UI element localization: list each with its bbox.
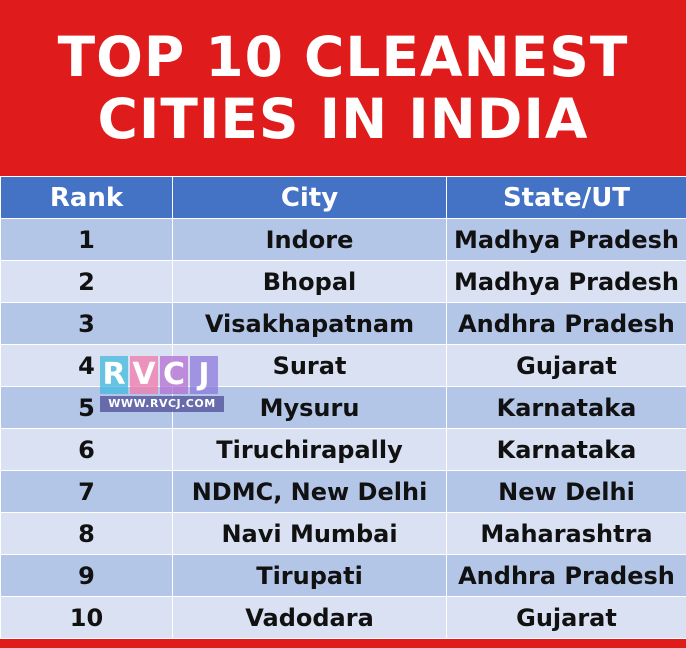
- table-row: 1 Indore Madhya Pradesh: [0, 218, 686, 261]
- table-row: 5 Mysuru Karnataka: [0, 386, 686, 429]
- title-banner: [0, 0, 686, 176]
- bottom-strip: [0, 640, 686, 648]
- city-cell: Bhopal: [172, 260, 447, 303]
- state-cell: Andhra Pradesh: [446, 302, 686, 345]
- city-cell: Indore: [172, 218, 447, 261]
- rank-cell: 8: [0, 512, 173, 555]
- table-row: 8 Navi Mumbai Maharashtra: [0, 512, 686, 555]
- city-cell: NDMC, New Delhi: [172, 470, 447, 513]
- rank-cell: 9: [0, 554, 173, 597]
- city-cell: Visakhapatnam: [172, 302, 447, 345]
- title-line-2: CITIES IN INDIA: [97, 87, 589, 151]
- rank-cell: 3: [0, 302, 173, 345]
- rank-cell: 6: [0, 428, 173, 471]
- state-cell: Karnataka: [446, 386, 686, 429]
- header-state: State/UT: [446, 176, 686, 219]
- rank-cell: 5: [0, 386, 173, 429]
- city-cell: Vadodara: [172, 596, 447, 639]
- table-row: 4 Surat Gujarat: [0, 344, 686, 387]
- header-rank: Rank: [0, 176, 173, 219]
- ranking-table: Rank City State/UT 1 Indore Madhya Prade…: [0, 176, 686, 639]
- rank-cell: 1: [0, 218, 173, 261]
- state-cell: Gujarat: [446, 596, 686, 639]
- state-cell: Maharashtra: [446, 512, 686, 555]
- table-row: 10 Vadodara Gujarat: [0, 596, 686, 639]
- rank-cell: 7: [0, 470, 173, 513]
- city-cell: Navi Mumbai: [172, 512, 447, 555]
- title-line-1: TOP 10 CLEANEST: [57, 25, 629, 89]
- rank-cell: 2: [0, 260, 173, 303]
- state-cell: Karnataka: [446, 428, 686, 471]
- state-cell: Madhya Pradesh: [446, 260, 686, 303]
- city-cell: Tirupati: [172, 554, 447, 597]
- table-row: 3 Visakhapatnam Andhra Pradesh: [0, 302, 686, 345]
- state-cell: Andhra Pradesh: [446, 554, 686, 597]
- header-city: City: [172, 176, 447, 219]
- page-title: TOP 10 CLEANEST CITIES IN INDIA: [0, 26, 686, 150]
- table-row: 9 Tirupati Andhra Pradesh: [0, 554, 686, 597]
- table-row: 2 Bhopal Madhya Pradesh: [0, 260, 686, 303]
- rank-cell: 4: [0, 344, 173, 387]
- city-cell: Surat: [172, 344, 447, 387]
- state-cell: Gujarat: [446, 344, 686, 387]
- table-row: 6 Tiruchirapally Karnataka: [0, 428, 686, 471]
- table-header-row: Rank City State/UT: [0, 176, 686, 219]
- rank-cell: 10: [0, 596, 173, 639]
- state-cell: Madhya Pradesh: [446, 218, 686, 261]
- city-cell: Tiruchirapally: [172, 428, 447, 471]
- state-cell: New Delhi: [446, 470, 686, 513]
- table-row: 7 NDMC, New Delhi New Delhi: [0, 470, 686, 513]
- city-cell: Mysuru: [172, 386, 447, 429]
